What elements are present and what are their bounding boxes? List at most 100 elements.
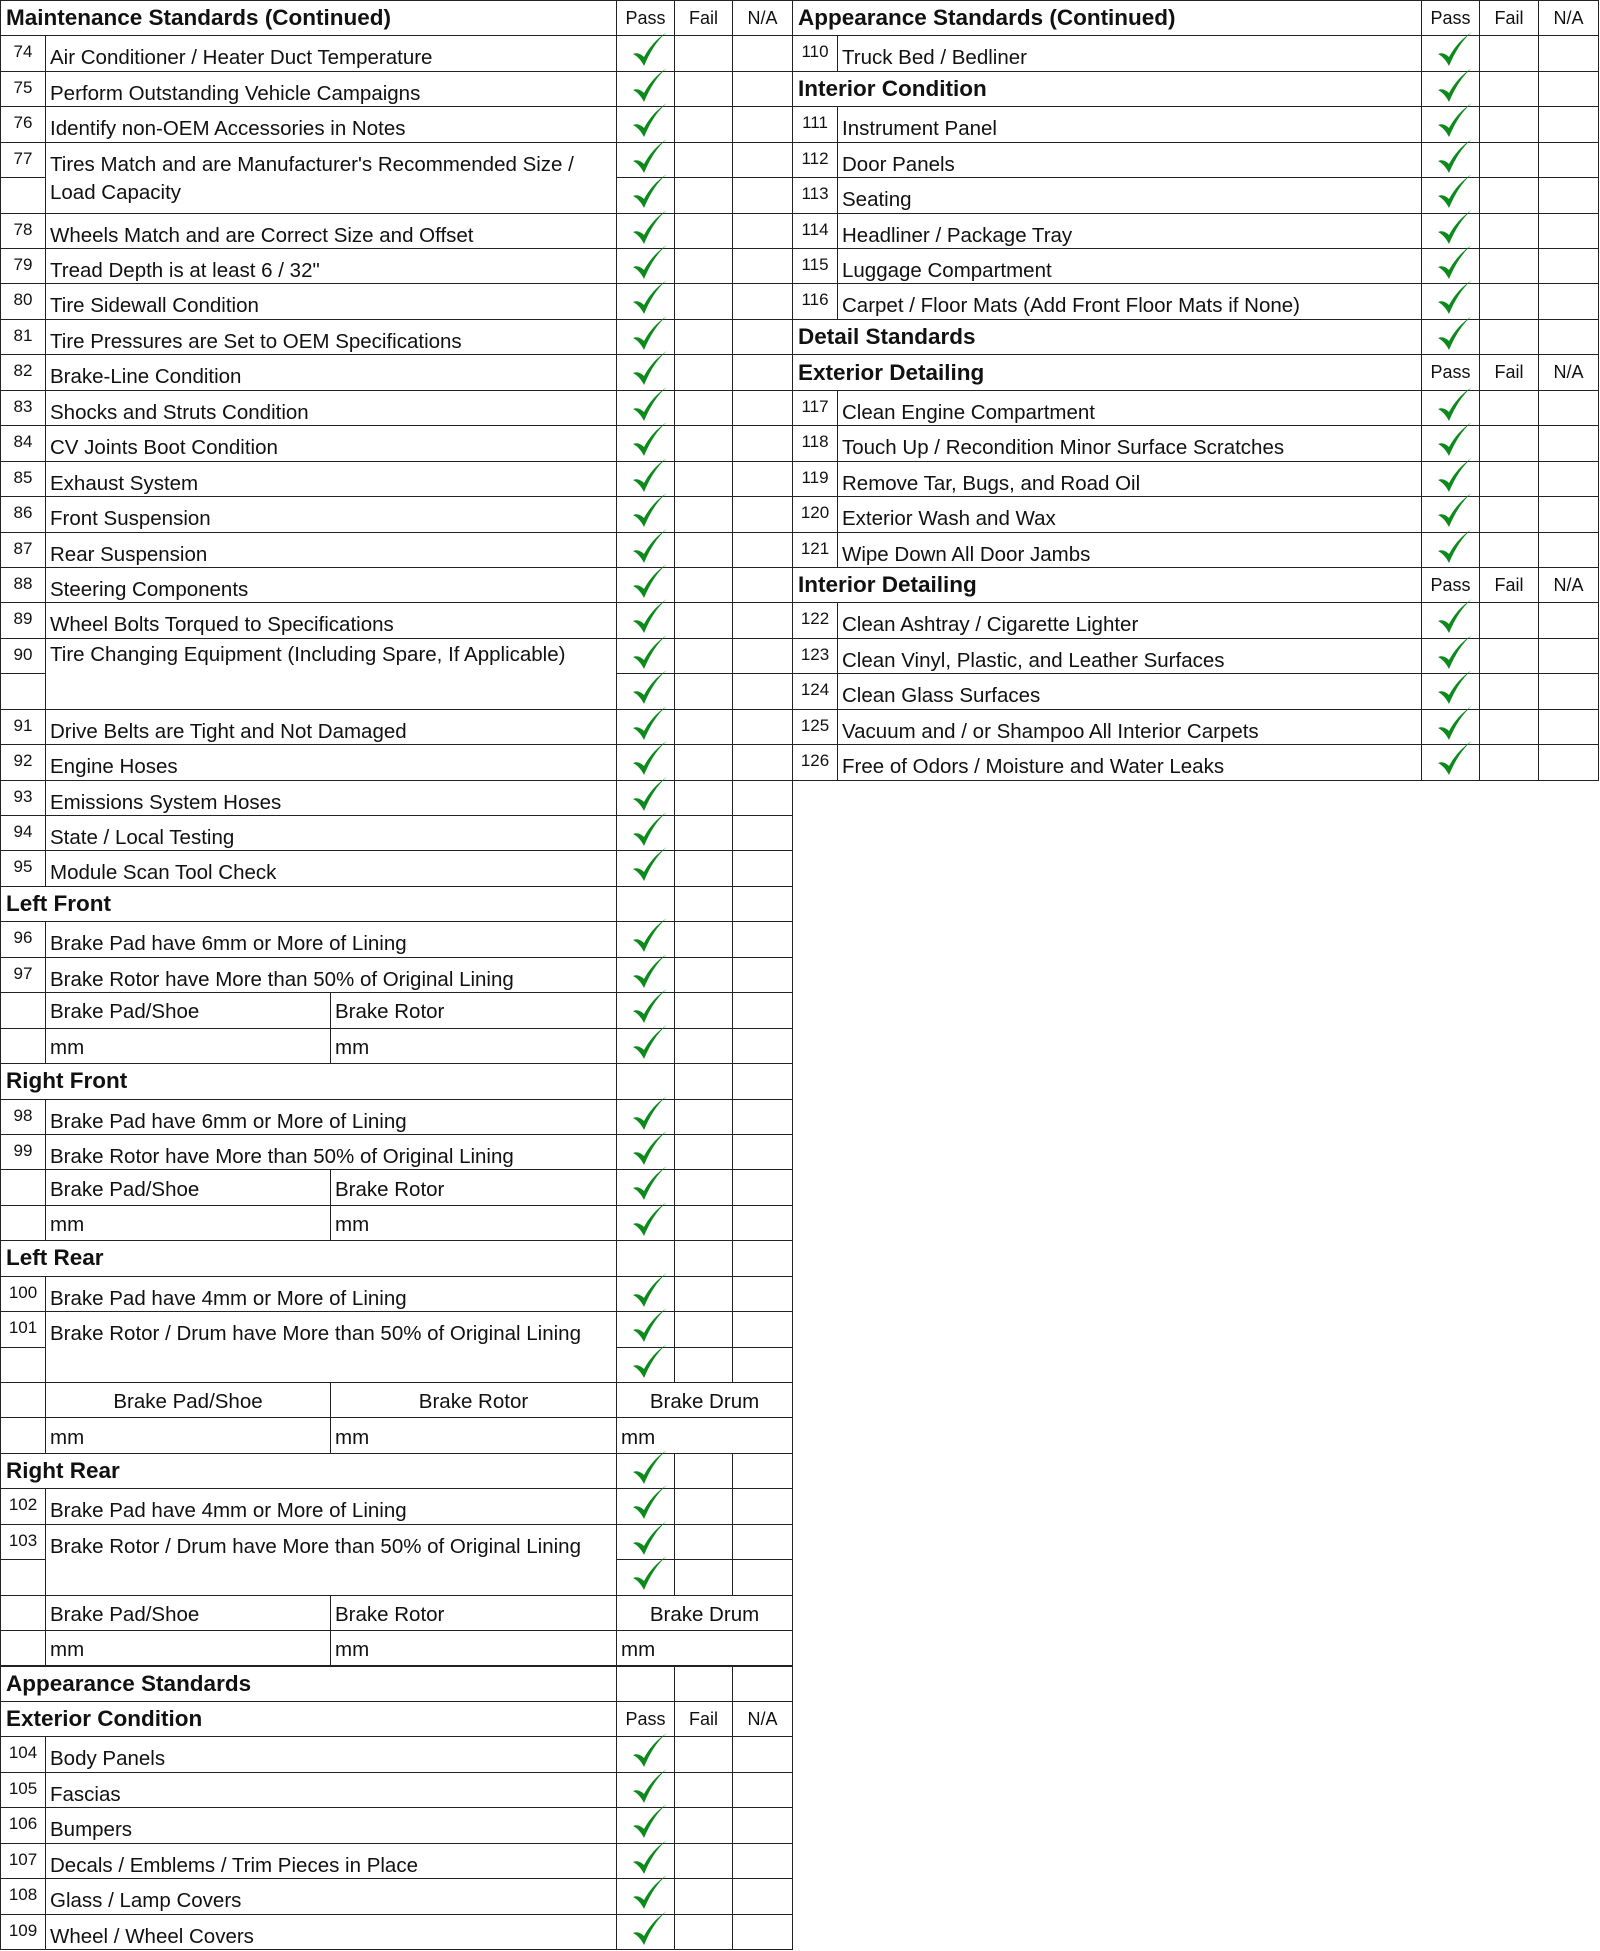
na-cell[interactable] bbox=[732, 673, 793, 710]
pass-cell[interactable] bbox=[1421, 209, 1480, 250]
na-cell[interactable] bbox=[732, 1311, 793, 1348]
fail-cell[interactable] bbox=[1479, 106, 1539, 143]
pass-cell[interactable] bbox=[1421, 280, 1480, 320]
na-cell[interactable] bbox=[732, 1771, 793, 1809]
na-cell[interactable] bbox=[732, 1169, 793, 1206]
fail-cell[interactable] bbox=[674, 1488, 733, 1525]
fail-cell[interactable] bbox=[674, 708, 733, 746]
na-cell[interactable] bbox=[1538, 425, 1599, 462]
brake-rotor-field[interactable]: Brake Rotor bbox=[330, 1594, 617, 1632]
na-cell[interactable] bbox=[1538, 106, 1599, 143]
fail-cell[interactable] bbox=[674, 1027, 733, 1065]
brake-drum-field[interactable]: mm bbox=[616, 1630, 793, 1667]
na-cell[interactable] bbox=[732, 1559, 793, 1596]
brake-pad-field[interactable]: mm bbox=[45, 1027, 331, 1065]
fail-cell[interactable] bbox=[674, 1098, 733, 1135]
brake-drum-field[interactable]: Brake Drum bbox=[616, 1594, 793, 1632]
pass-cell[interactable] bbox=[616, 1024, 675, 1065]
fail-cell[interactable] bbox=[674, 673, 733, 710]
na-cell[interactable] bbox=[732, 389, 793, 427]
pass-cell[interactable] bbox=[1421, 138, 1480, 179]
brake-pad-field[interactable]: Brake Pad/Shoe bbox=[45, 992, 331, 1029]
na-cell[interactable] bbox=[1538, 212, 1599, 250]
pass-cell[interactable] bbox=[616, 847, 675, 887]
fail-cell[interactable] bbox=[674, 1063, 733, 1100]
fail-cell[interactable] bbox=[674, 1913, 733, 1950]
fail-cell[interactable] bbox=[1479, 708, 1539, 746]
na-cell[interactable] bbox=[1538, 177, 1599, 214]
pass-cell[interactable] bbox=[616, 776, 675, 817]
brake-rotor-field[interactable]: Brake Rotor bbox=[330, 1169, 617, 1206]
pass-cell[interactable] bbox=[616, 1768, 675, 1809]
na-cell[interactable] bbox=[732, 177, 793, 214]
na-cell[interactable] bbox=[732, 106, 793, 143]
na-cell[interactable] bbox=[732, 1452, 793, 1490]
pass-cell[interactable] bbox=[616, 1839, 675, 1880]
na-cell[interactable] bbox=[732, 1346, 793, 1383]
brake-rotor-field[interactable]: mm bbox=[330, 1204, 617, 1242]
na-cell[interactable] bbox=[732, 1878, 793, 1915]
pass-cell[interactable] bbox=[616, 812, 675, 852]
na-cell[interactable] bbox=[732, 1204, 793, 1242]
fail-cell[interactable] bbox=[674, 779, 733, 817]
pass-cell[interactable] bbox=[616, 1910, 675, 1950]
fail-cell[interactable] bbox=[674, 637, 733, 675]
na-cell[interactable] bbox=[732, 1027, 793, 1065]
pass-cell[interactable] bbox=[616, 493, 675, 533]
fail-cell[interactable] bbox=[674, 354, 733, 391]
na-cell[interactable] bbox=[732, 885, 793, 923]
fail-cell[interactable] bbox=[674, 1878, 733, 1915]
fail-cell[interactable] bbox=[674, 141, 733, 179]
fail-cell[interactable] bbox=[674, 531, 733, 568]
na-cell[interactable] bbox=[1538, 673, 1599, 710]
pass-cell[interactable] bbox=[616, 174, 675, 214]
na-cell[interactable] bbox=[1538, 35, 1599, 72]
na-cell[interactable] bbox=[732, 1063, 793, 1100]
na-cell[interactable] bbox=[732, 1523, 793, 1561]
fail-cell[interactable] bbox=[1479, 460, 1539, 498]
pass-cell[interactable] bbox=[1421, 386, 1480, 427]
brake-pad-field[interactable]: mm bbox=[45, 1417, 331, 1454]
na-cell[interactable] bbox=[732, 850, 793, 887]
fail-cell[interactable] bbox=[1479, 212, 1539, 250]
na-cell[interactable] bbox=[732, 318, 793, 356]
na-cell[interactable] bbox=[732, 1913, 793, 1950]
brake-rotor-field[interactable]: Brake Rotor bbox=[330, 992, 617, 1029]
fail-cell[interactable] bbox=[674, 70, 733, 108]
fail-cell[interactable] bbox=[674, 566, 733, 604]
na-cell[interactable] bbox=[1538, 283, 1599, 320]
pass-cell[interactable] bbox=[616, 1556, 675, 1596]
brake-rotor-field[interactable]: mm bbox=[330, 1027, 617, 1065]
na-cell[interactable] bbox=[732, 602, 793, 639]
pass-cell[interactable] bbox=[616, 422, 675, 462]
fail-cell[interactable] bbox=[674, 248, 733, 285]
fail-cell[interactable] bbox=[674, 850, 733, 887]
pass-cell[interactable] bbox=[1421, 670, 1480, 710]
fail-cell[interactable] bbox=[674, 177, 733, 214]
na-cell[interactable] bbox=[732, 248, 793, 285]
fail-cell[interactable] bbox=[1479, 318, 1539, 356]
brake-drum-field[interactable]: Brake Drum bbox=[616, 1382, 793, 1419]
pass-cell[interactable] bbox=[616, 1343, 675, 1383]
brake-pad-field[interactable]: mm bbox=[45, 1204, 331, 1242]
na-cell[interactable] bbox=[732, 531, 793, 568]
pass-cell[interactable] bbox=[616, 1095, 675, 1135]
fail-cell[interactable] bbox=[1479, 637, 1539, 675]
fail-cell[interactable] bbox=[1479, 673, 1539, 710]
fail-cell[interactable] bbox=[674, 1736, 733, 1773]
pass-cell[interactable] bbox=[616, 315, 675, 356]
fail-cell[interactable] bbox=[1479, 177, 1539, 214]
fail-cell[interactable] bbox=[1479, 389, 1539, 427]
pass-cell[interactable] bbox=[616, 705, 675, 746]
pass-cell[interactable] bbox=[616, 634, 675, 675]
na-cell[interactable] bbox=[732, 637, 793, 675]
na-cell[interactable] bbox=[732, 779, 793, 817]
na-cell[interactable] bbox=[732, 1842, 793, 1880]
pass-cell[interactable] bbox=[1421, 599, 1480, 639]
pass-cell[interactable] bbox=[616, 1201, 675, 1242]
na-cell[interactable] bbox=[1538, 318, 1599, 356]
fail-cell[interactable] bbox=[674, 956, 733, 994]
fail-cell[interactable] bbox=[674, 1665, 733, 1702]
fail-cell[interactable] bbox=[674, 1452, 733, 1490]
pass-cell[interactable] bbox=[616, 1875, 675, 1915]
